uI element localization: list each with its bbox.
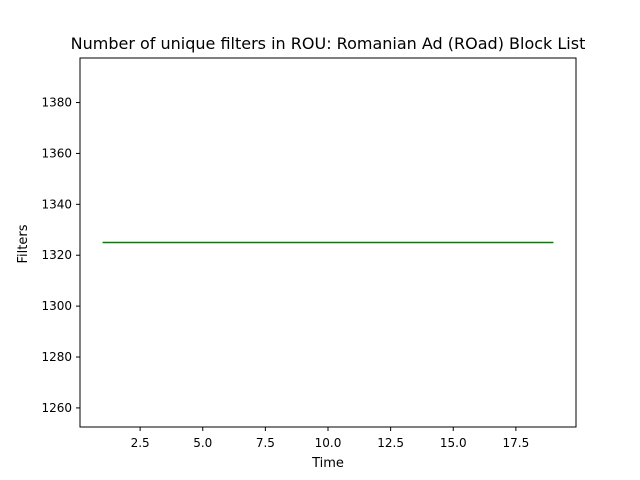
- x-tick-label: 12.5: [377, 436, 404, 450]
- y-axis-ticks: 1260 1280 1300 1320 1340 1360 1380: [41, 96, 80, 415]
- y-tick-label: 1300: [41, 299, 72, 313]
- x-tick-label: 2.5: [131, 436, 150, 450]
- x-tick-label: 15.0: [440, 436, 467, 450]
- axes-frame: [79, 57, 577, 428]
- y-tick-label: 1260: [41, 401, 72, 415]
- y-tick-label: 1320: [41, 248, 72, 262]
- y-axis-label: Filters: [16, 224, 31, 263]
- x-tick-label: 5.0: [193, 436, 212, 450]
- x-tick-label: 10.0: [315, 436, 342, 450]
- y-tick-label: 1380: [41, 96, 72, 110]
- y-tick-label: 1360: [41, 146, 72, 160]
- y-tick-label: 1340: [41, 197, 72, 211]
- x-axis-ticks: 2.5 5.0 7.5 10.0 12.5 15.0 17.5: [131, 427, 530, 450]
- x-axis-label: Time: [311, 456, 344, 471]
- x-tick-label: 7.5: [256, 436, 275, 450]
- y-tick-label: 1280: [41, 350, 72, 364]
- chart-title: Number of unique filters in ROU: Romania…: [71, 34, 586, 53]
- x-tick-label: 17.5: [503, 436, 530, 450]
